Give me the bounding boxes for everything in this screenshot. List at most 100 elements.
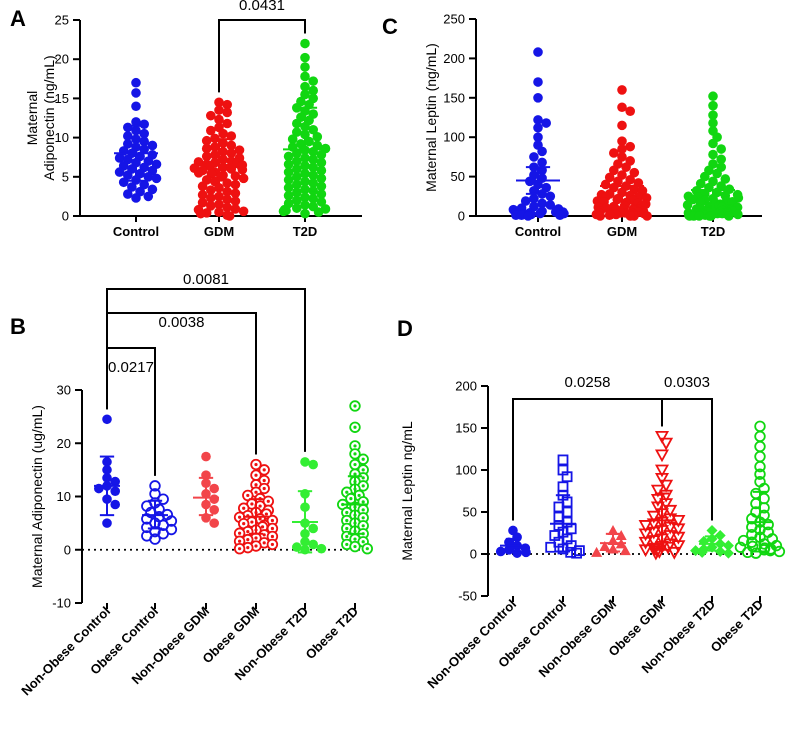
- data-point: [617, 85, 627, 95]
- point-center: [271, 527, 274, 530]
- data-point: [313, 132, 323, 142]
- y-tick-label: 150: [443, 90, 465, 105]
- p-value-label: 0.0431: [239, 0, 285, 14]
- data-point: [119, 177, 129, 187]
- data-point: [148, 141, 158, 151]
- data-point: [535, 209, 545, 219]
- point-center: [254, 491, 257, 494]
- data-point: [300, 200, 310, 210]
- data-point: [131, 78, 141, 88]
- y-tick-label: 50: [463, 505, 477, 520]
- point-center: [254, 463, 257, 466]
- series-control: [114, 78, 161, 203]
- data-point: [591, 547, 602, 557]
- data-point: [308, 524, 318, 534]
- x-tick-label: Control: [515, 224, 561, 239]
- point-center: [362, 540, 365, 543]
- x-tick-label: T2D: [293, 224, 318, 239]
- series-non-obese-t2d: [292, 457, 326, 554]
- p-value-label: 0.0303: [664, 374, 710, 391]
- series-non-obese-control: [496, 526, 531, 558]
- data-point: [308, 540, 318, 550]
- data-point: [123, 189, 133, 199]
- data-point: [708, 150, 718, 160]
- significance-bracket: 0.0038: [107, 313, 256, 455]
- data-point: [131, 101, 141, 111]
- data-point: [239, 206, 249, 216]
- point-center: [353, 426, 356, 429]
- point-center: [353, 404, 356, 407]
- y-tick-label: 0: [62, 209, 69, 224]
- figure: A0510152025MaternalAdiponectin (ng/mL)Co…: [0, 0, 798, 730]
- data-point: [625, 142, 635, 152]
- y-tick-label: 100: [455, 463, 477, 478]
- data-point: [755, 432, 765, 442]
- series-obese-t2d: [736, 422, 785, 558]
- series-gdm: [190, 98, 249, 221]
- data-point: [209, 505, 219, 515]
- point-center: [259, 504, 262, 507]
- point-center: [362, 516, 365, 519]
- data-point: [350, 401, 360, 411]
- data-point: [533, 77, 543, 87]
- data-point: [292, 119, 302, 129]
- data-point: [131, 88, 141, 98]
- data-point: [617, 121, 627, 131]
- point-center: [353, 452, 356, 455]
- data-point: [102, 518, 112, 528]
- data-point: [669, 548, 680, 558]
- point-center: [254, 483, 257, 486]
- data-point: [755, 422, 765, 432]
- data-point: [209, 518, 219, 528]
- panel-letter: C: [382, 14, 398, 39]
- data-point: [292, 203, 302, 213]
- x-tick-label: GDM: [204, 224, 234, 239]
- data-point: [231, 180, 241, 190]
- data-point: [350, 542, 360, 552]
- point-center: [267, 500, 270, 503]
- point-center: [345, 527, 348, 530]
- data-point: [317, 544, 327, 554]
- point-center: [246, 494, 249, 497]
- point-center: [246, 546, 249, 549]
- series-obese-t2d: [338, 401, 372, 553]
- bracket-line: [513, 399, 662, 520]
- point-center: [238, 540, 241, 543]
- point-center: [362, 508, 365, 511]
- data-point: [196, 209, 206, 219]
- point-center: [353, 463, 356, 466]
- series-non-obese-gdm: [193, 452, 219, 528]
- significance-bracket: 0.0217: [107, 348, 155, 476]
- y-tick-label: 50: [451, 169, 465, 184]
- point-center: [271, 519, 274, 522]
- data-point: [115, 167, 125, 177]
- point-center: [254, 474, 257, 477]
- point-center: [259, 517, 262, 520]
- data-point: [724, 211, 734, 221]
- data-point: [110, 486, 120, 496]
- y-tick-label: 30: [57, 383, 71, 398]
- data-point: [609, 148, 619, 158]
- data-point: [222, 108, 232, 118]
- data-point: [314, 207, 324, 217]
- x-tick-label: GDM: [607, 224, 637, 239]
- point-center: [261, 525, 264, 528]
- data-point: [239, 174, 249, 184]
- data-point: [201, 452, 211, 462]
- panel-B: B-100102030Maternal Adiponectin (ug/mL)N…: [10, 271, 372, 698]
- data-point: [363, 544, 373, 554]
- data-point: [102, 414, 112, 424]
- bracket-line: [107, 313, 256, 455]
- y-tick-label: 0: [470, 547, 477, 562]
- panel-A: A0510152025MaternalAdiponectin (ng/mL)Co…: [10, 0, 362, 239]
- data-point: [755, 452, 765, 462]
- y-tick-label: -10: [52, 596, 71, 611]
- y-tick-label: 200: [443, 51, 465, 66]
- data-point: [231, 171, 241, 181]
- x-tick-label: T2D: [701, 224, 726, 239]
- data-point: [222, 119, 232, 129]
- data-point: [601, 180, 611, 190]
- data-point: [533, 47, 543, 57]
- data-point: [350, 422, 360, 432]
- point-center: [362, 458, 365, 461]
